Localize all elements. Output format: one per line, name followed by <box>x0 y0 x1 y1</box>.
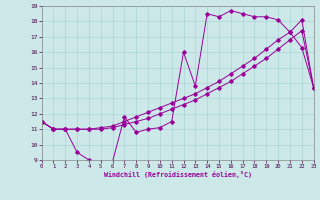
X-axis label: Windchill (Refroidissement éolien,°C): Windchill (Refroidissement éolien,°C) <box>104 171 252 178</box>
